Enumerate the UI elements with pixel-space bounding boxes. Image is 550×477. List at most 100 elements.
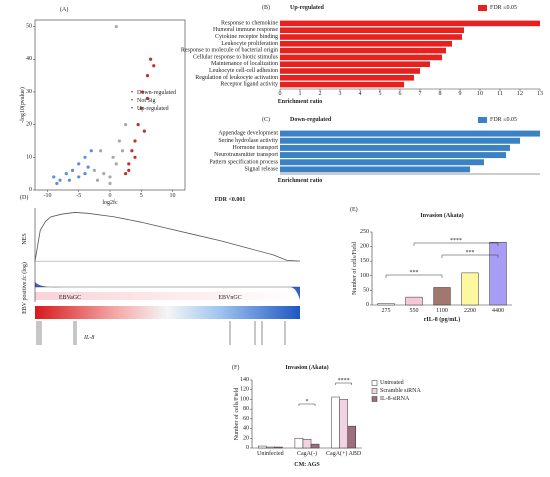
bar xyxy=(331,396,340,449)
axis-title: Number of cells/Field xyxy=(351,242,358,295)
point xyxy=(127,168,131,172)
panel-title: FDR <0.001 xyxy=(215,197,246,203)
x-tick-label: CagA(-) xyxy=(297,450,317,457)
bar xyxy=(377,303,395,306)
point xyxy=(124,172,128,176)
panel-title: Up-regulated xyxy=(290,5,325,11)
x-tick-label: 3 xyxy=(339,91,342,97)
x-axis-title: CM: AGS xyxy=(294,462,320,468)
x-tick-label: 11 xyxy=(497,91,503,97)
x-tick-label: -5 xyxy=(76,193,81,199)
x-tick-label: 1100 xyxy=(436,308,448,314)
category-label: Response to chemokine xyxy=(221,20,278,26)
category-label: Leukocyte cell-cell adhesion xyxy=(209,68,278,74)
category-label: Maintenance of localization xyxy=(211,60,278,67)
category-label: Appendage development xyxy=(218,131,278,137)
point xyxy=(152,64,156,68)
y-tick-label: 40 xyxy=(26,56,32,62)
x-axis-title: rIL-8 (pg/mL) xyxy=(424,316,461,323)
bar xyxy=(280,75,414,81)
gsea-decoration xyxy=(35,282,300,345)
point xyxy=(52,175,56,179)
significance-label: **** xyxy=(338,378,350,384)
x-tick-label: 5 xyxy=(140,193,143,199)
category-label: Cytokine receptor binding xyxy=(215,34,278,40)
point xyxy=(149,57,153,61)
legend-swatch xyxy=(371,396,378,402)
category-label: Response to molecule of bacterial origin xyxy=(181,47,278,54)
axis-title: -log10(pvalue) xyxy=(19,87,26,123)
significance-bracket xyxy=(413,242,499,246)
y-tick-label: 20 xyxy=(26,122,32,128)
bar xyxy=(280,130,540,137)
axis-title: NES xyxy=(22,233,28,244)
point xyxy=(92,168,96,172)
point xyxy=(99,149,103,153)
legend-swatch xyxy=(478,5,487,11)
bar xyxy=(339,399,348,449)
point xyxy=(86,165,90,169)
x-axis-title: Enrichment ratio xyxy=(278,178,323,184)
legend-label: IL-8-siRNA xyxy=(380,396,410,402)
point xyxy=(142,129,146,133)
legend-label: Up-regulated xyxy=(137,106,169,112)
point xyxy=(140,90,145,94)
legend-swatch xyxy=(371,380,378,386)
category-label: Neurotransmitter transport xyxy=(214,152,278,158)
plot-frame xyxy=(34,19,186,191)
point xyxy=(55,181,59,186)
panel-label: (F) xyxy=(232,364,239,371)
group-label: EBVnGC xyxy=(218,295,241,301)
x-tick-label: 2 xyxy=(319,91,322,97)
point xyxy=(89,149,93,153)
point xyxy=(95,178,100,182)
chart-title: Invasion (Akata) xyxy=(420,212,463,219)
y-tick-label: 20 xyxy=(243,435,249,441)
significance-label: * xyxy=(306,399,309,405)
axis-title: Number of cells/Field xyxy=(233,388,240,441)
x-tick-label: 0 xyxy=(279,91,282,97)
y-tick-label: 10 xyxy=(26,154,32,160)
bar xyxy=(280,61,430,67)
x-tick-label: 4400 xyxy=(492,308,504,314)
bar xyxy=(257,445,267,449)
bar xyxy=(280,54,442,61)
y-tick-label: 0 xyxy=(366,302,369,308)
significance-bracket xyxy=(335,382,352,385)
x-tick-label: 275 xyxy=(382,308,391,314)
point xyxy=(58,178,62,182)
legend-swatch xyxy=(478,117,487,123)
bar xyxy=(489,241,507,306)
panel-label: (C) xyxy=(262,116,270,123)
y-tick-label: 50 xyxy=(363,287,369,293)
legend-label: Untreated xyxy=(380,380,404,386)
bar xyxy=(280,20,540,27)
y-tick-label: 200 xyxy=(360,244,369,250)
group-label: EBVaGC xyxy=(59,295,81,301)
y-tick-label: 80 xyxy=(243,406,249,412)
category-label: Hormone transport xyxy=(233,145,279,151)
point xyxy=(108,181,112,186)
legend-marker: • xyxy=(131,90,133,96)
point xyxy=(108,175,112,179)
point xyxy=(111,155,115,159)
point xyxy=(83,155,87,159)
significance-bracket xyxy=(441,254,499,258)
bar xyxy=(433,287,451,306)
bar xyxy=(280,41,452,47)
bar xyxy=(280,144,510,151)
point xyxy=(120,149,125,153)
x-axis-title: Enrichment ratio xyxy=(278,99,323,105)
bar xyxy=(347,425,357,449)
point xyxy=(145,73,150,78)
bar xyxy=(302,439,312,449)
group-band xyxy=(35,292,300,300)
y-tick-label: 40 xyxy=(243,426,249,432)
bar xyxy=(280,68,420,74)
y-tick-label: 0 xyxy=(29,187,32,193)
bar xyxy=(461,272,479,306)
category-label: Humoral immune response xyxy=(213,27,278,33)
bar xyxy=(280,166,470,173)
category-label: Serine hydrolase activity xyxy=(218,138,278,144)
